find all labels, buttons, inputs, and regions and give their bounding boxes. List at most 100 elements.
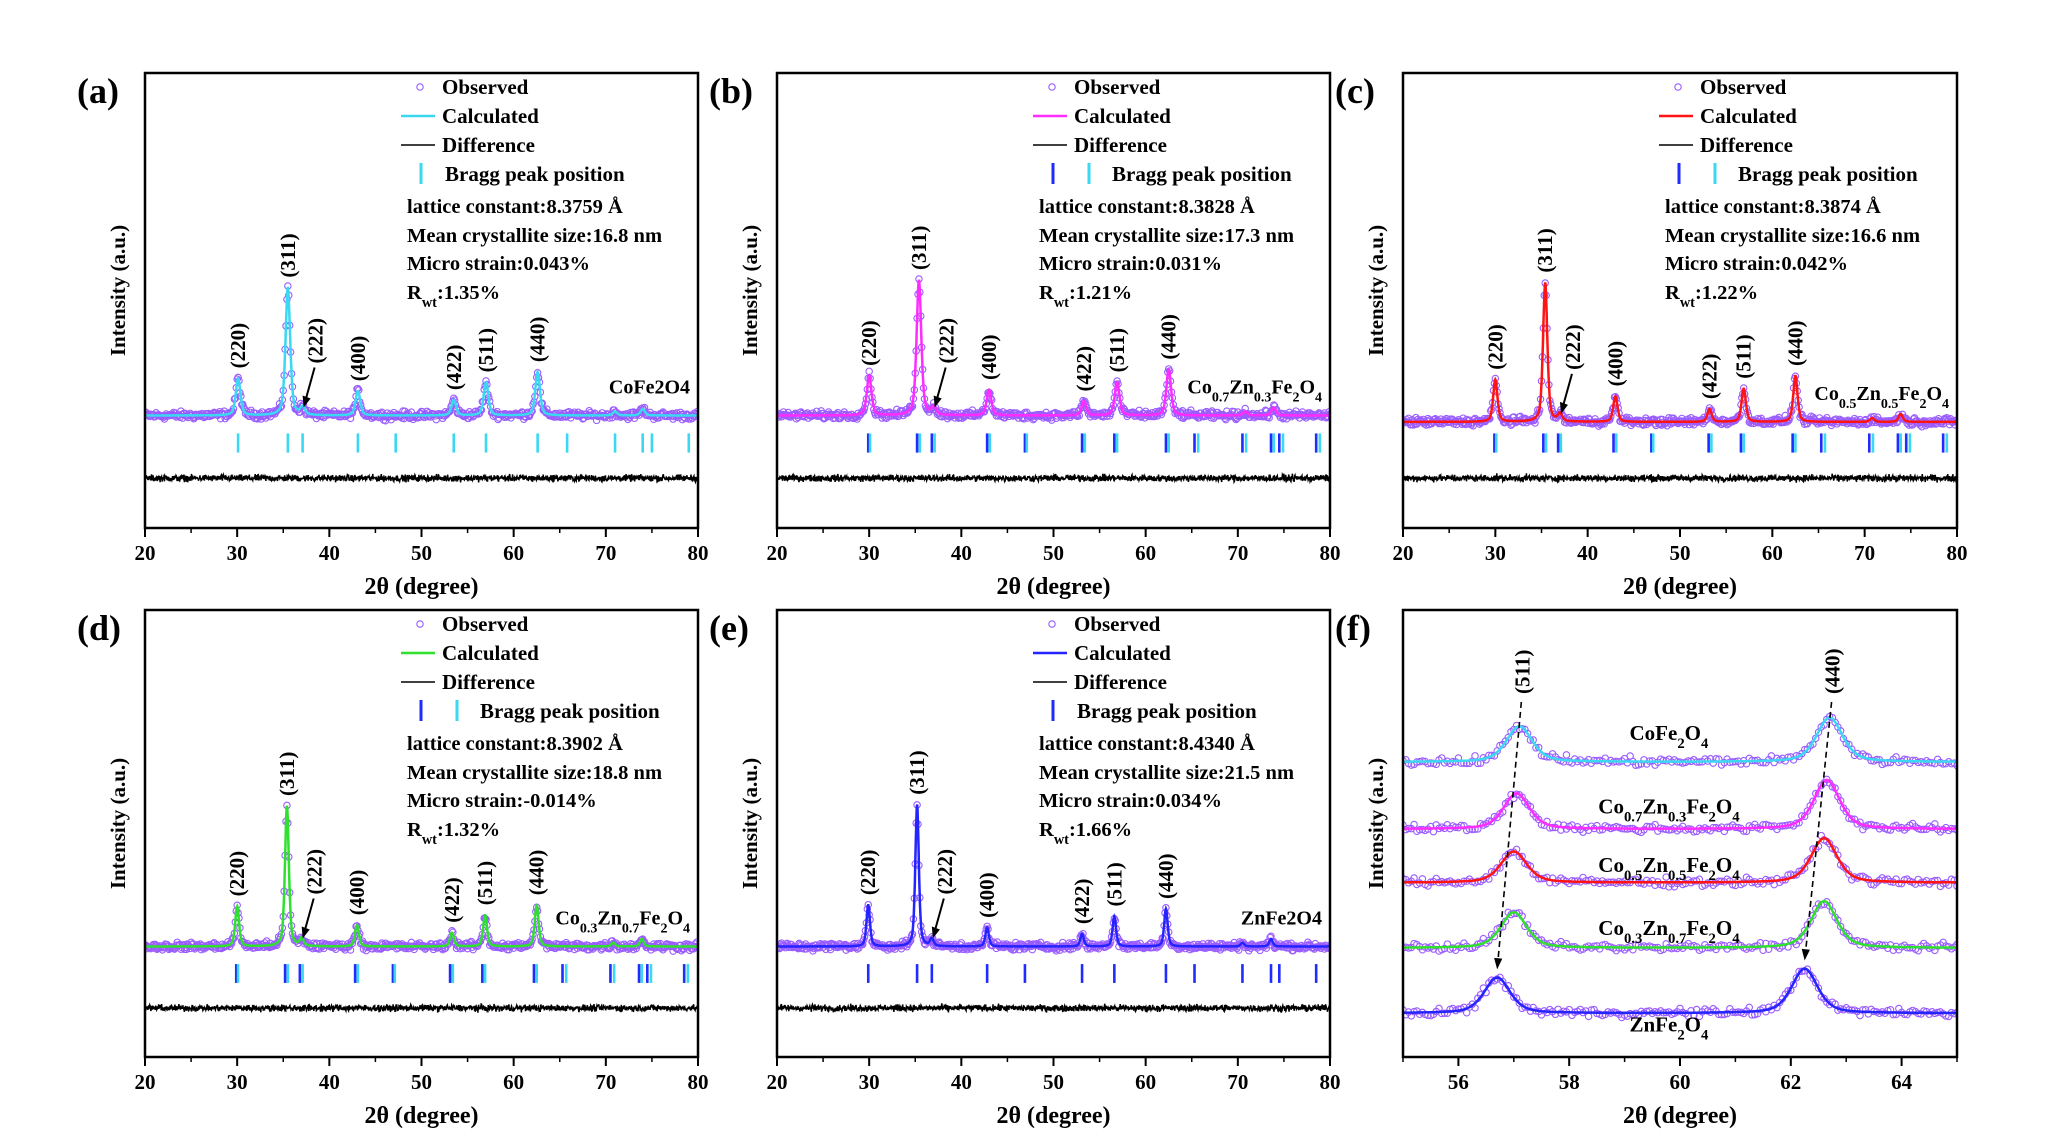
legend-calculated: Calculated (442, 104, 539, 128)
arrowhead-icon (302, 395, 311, 408)
observed-point (596, 940, 605, 949)
peak-label: (440) (1783, 321, 1807, 367)
stat-strain: Micro strain:0.031% (1039, 253, 1222, 275)
observed-point (1623, 759, 1632, 767)
observed-point (1562, 751, 1571, 759)
plot-area (1403, 712, 1957, 1022)
peak-label: (422) (440, 877, 464, 923)
observed-point (346, 946, 355, 954)
observed-point (554, 413, 562, 421)
peak-label: (222) (303, 849, 327, 895)
calculated-line (1403, 778, 1957, 830)
refinement-stats: lattice constant:8.3828 Å Mean crystallit… (1039, 195, 1294, 311)
observed-point (1440, 1009, 1449, 1018)
peak-label: (311) (276, 233, 300, 277)
legend-calculated: Calculated (1074, 104, 1171, 128)
plot-area (145, 801, 698, 1014)
legend-observed: Observed (1074, 612, 1161, 636)
stat-size: Mean crystallite size:16.8 nm (407, 225, 662, 247)
peak-label: (220) (226, 323, 250, 369)
peak-label: (311) (905, 750, 929, 794)
observed-point (1471, 752, 1479, 760)
series-CoFe2O4 (1403, 712, 1957, 770)
panel-label: (b) (709, 71, 753, 111)
stat-size: Mean crystallite size:16.6 nm (1665, 225, 1920, 247)
x-tick-label: 80 (1320, 1070, 1341, 1094)
arrowhead-icon (1801, 948, 1810, 961)
x-tick-label: 60 (1135, 1070, 1156, 1094)
x-tick-label: 60 (1135, 541, 1156, 565)
observed-point (1504, 797, 1513, 806)
observed-symbol (1048, 620, 1056, 628)
stat-rwt: Rwt:1.35% (407, 282, 500, 311)
observed-point (445, 408, 453, 416)
x-tick-label: 20 (135, 1070, 156, 1094)
peak-label: (222) (935, 318, 959, 364)
plot-frame (1401, 71, 1959, 530)
series-Co0.7Zn0.3Fe2O4 (1403, 775, 1957, 837)
observed-point (527, 407, 535, 416)
legend-difference: Difference (442, 133, 535, 157)
peak-label: (311) (275, 752, 299, 796)
observed-point (260, 943, 268, 952)
series-Co0.3Zn0.7Fe2O4 (1403, 898, 1957, 955)
observed-point (1920, 1007, 1928, 1015)
panel-f: (f) Intensity (a.u.) 2θ (degree) 56 58 60 62 64… (1335, 608, 1959, 1129)
panel-label: (a) (77, 71, 119, 111)
x-axis-label: 2θ (degree) (996, 1103, 1110, 1129)
peak-label: (440) (1821, 649, 1845, 695)
observed-point (1715, 1010, 1723, 1019)
calculated-line (1403, 899, 1957, 949)
x-tick-label: 56 (1448, 1070, 1469, 1094)
observed-point (1900, 755, 1909, 764)
legend-bragg: Bragg peak position (1077, 699, 1257, 723)
calculated-line (1403, 282, 1957, 424)
x-tick-label: 40 (951, 1070, 972, 1094)
peak-label: (222) (1561, 324, 1585, 370)
refinement-stats: lattice constant:8.3902 Å Mean crystallit… (407, 732, 662, 848)
legend: Observed Calculated Difference Bragg peak p… (401, 612, 660, 723)
observed-symbol (1048, 83, 1056, 91)
x-tick-label: 50 (1043, 541, 1064, 565)
stat-rwt: Rwt:1.22% (1665, 282, 1758, 311)
arrowhead-icon (933, 395, 942, 408)
x-tick-label: 70 (595, 1070, 616, 1094)
observed-point (1847, 815, 1856, 823)
legend-difference: Difference (1700, 133, 1793, 157)
stat-lattice: lattice constant:8.4340 Å (1039, 732, 1255, 755)
peak-label: (511) (1105, 328, 1129, 372)
x-tick-label: 30 (859, 1070, 880, 1094)
observed-point (1953, 882, 1957, 890)
x-tick-label: 58 (1559, 1070, 1580, 1094)
observed-point (1662, 873, 1670, 881)
arrowhead-icon (1559, 401, 1568, 414)
panel-a: (a) Intensity (a.u.) 2θ (degree) 20 30 40 50 60… (77, 71, 709, 600)
peak-label: (440) (525, 850, 549, 896)
observed-point (1756, 758, 1765, 767)
observed-point (1847, 745, 1856, 753)
x-tick-label: 70 (1854, 541, 1875, 565)
stat-rwt: Rwt:1.32% (407, 819, 500, 848)
peak-shift-guide (1803, 701, 1833, 961)
observed-point (1632, 416, 1641, 424)
peak-shift-guide (1496, 701, 1523, 970)
panel-label: (e) (709, 608, 749, 648)
observed-point (1485, 936, 1493, 945)
observed-symbol (1674, 83, 1682, 91)
stat-rwt: Rwt:1.21% (1039, 282, 1132, 311)
plot-area (777, 801, 1330, 1014)
observed-point (1759, 758, 1767, 767)
observed-point (1523, 729, 1532, 738)
observed-point (1498, 977, 1507, 986)
peak-label: (400) (346, 336, 370, 382)
peak-label: (311) (907, 226, 931, 270)
panel-d: (d) Intensity (a.u.) 2θ (degree) 20 30 40 50 60… (77, 608, 709, 1129)
x-tick-label: 50 (1043, 1070, 1064, 1094)
calculated-line (145, 286, 698, 417)
stat-strain: Micro strain:0.042% (1665, 253, 1848, 275)
difference-line (145, 471, 698, 485)
x-tick-label: 30 (859, 541, 880, 565)
legend-bragg: Bragg peak position (1112, 162, 1292, 186)
observed-point (1559, 758, 1568, 766)
